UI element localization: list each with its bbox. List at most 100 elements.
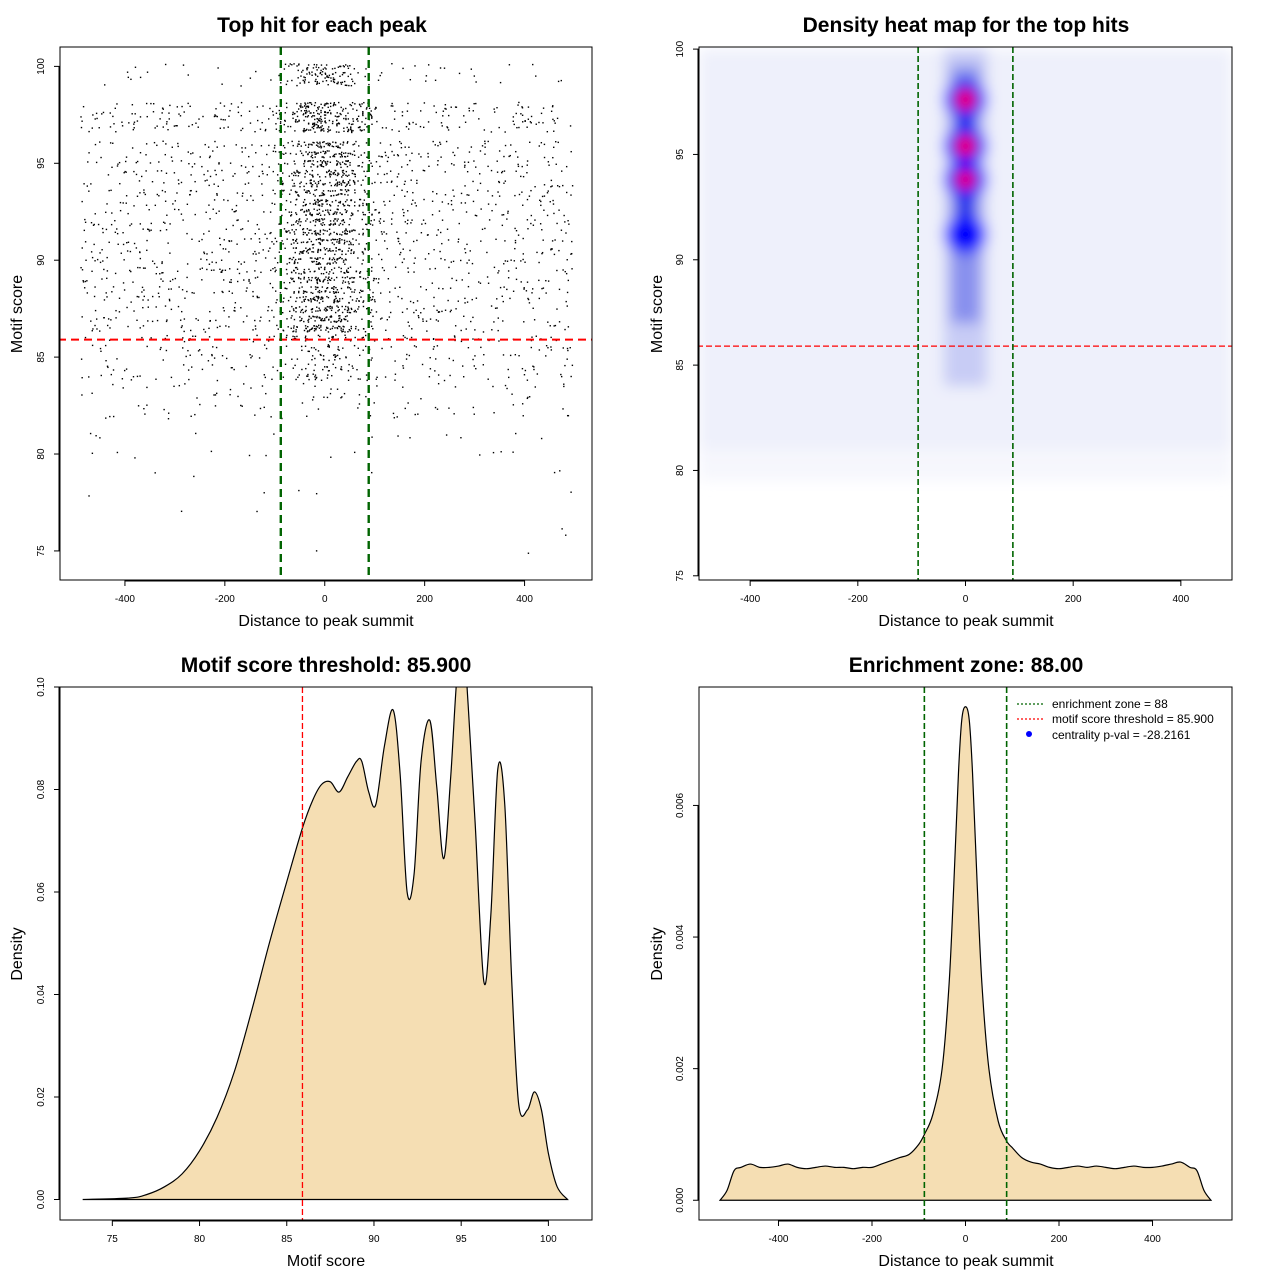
- scatter-point: [177, 142, 179, 145]
- scatter-point: [528, 302, 531, 304]
- scatter-point: [221, 355, 224, 357]
- scatter-point: [250, 356, 252, 359]
- scatter-point: [317, 257, 319, 259]
- scatter-point: [365, 203, 368, 205]
- scatter-point: [315, 327, 317, 330]
- scatter-point: [316, 184, 318, 186]
- scatter-point: [304, 172, 307, 175]
- scatter-point: [182, 219, 184, 221]
- scatter-point: [357, 72, 359, 74]
- scatter-point: [278, 74, 280, 77]
- scatter-point: [179, 115, 182, 117]
- scatter-point: [88, 190, 90, 192]
- score-density-title: Motif score threshold: 85.900: [181, 654, 472, 677]
- scatter-point: [342, 330, 344, 332]
- scatter-point: [259, 241, 261, 243]
- scatter-point: [551, 248, 553, 250]
- scatter-point: [327, 190, 330, 192]
- scatter-point: [420, 398, 422, 400]
- scatter-point: [273, 203, 276, 205]
- scatter-point: [343, 292, 345, 294]
- scatter-point: [545, 355, 547, 357]
- scatter-point: [283, 68, 286, 70]
- scatter-point: [233, 306, 236, 309]
- scatter-point: [550, 110, 553, 112]
- scatter-point: [146, 386, 148, 389]
- scatter-point: [295, 272, 297, 274]
- scatter-point: [455, 308, 457, 310]
- scatter-point: [536, 251, 538, 254]
- scatter-point: [499, 286, 502, 289]
- score-density-y-tick-label: 0.00: [36, 1189, 47, 1209]
- scatter-point: [293, 325, 295, 327]
- scatter-point: [294, 336, 296, 338]
- scatter-point: [361, 318, 363, 320]
- scatter-point: [315, 310, 317, 312]
- scatter-point: [84, 336, 87, 339]
- scatter-point: [329, 176, 331, 178]
- scatter-point: [321, 240, 324, 242]
- scatter-point: [330, 388, 332, 390]
- scatter-point: [332, 120, 334, 123]
- scatter-point: [340, 182, 342, 185]
- scatter-point: [332, 155, 334, 158]
- scatter-point: [431, 214, 434, 216]
- scatter-point: [322, 222, 324, 224]
- scatter-point: [346, 160, 348, 162]
- scatter-point: [147, 320, 149, 322]
- scatter-point: [279, 122, 282, 125]
- scatter-point: [297, 276, 300, 279]
- scatter-point: [343, 130, 345, 133]
- scatter-point: [164, 200, 167, 202]
- scatter-point: [341, 239, 343, 241]
- scatter-point: [191, 291, 193, 294]
- scatter-point: [91, 452, 94, 455]
- scatter-point: [404, 180, 406, 183]
- scatter-point: [320, 199, 322, 202]
- heatmap-hotspot-core: [955, 136, 976, 157]
- scatter-point: [290, 271, 293, 274]
- scatter-point: [323, 366, 326, 368]
- scatter-point: [322, 156, 324, 158]
- scatter-point: [341, 110, 344, 112]
- scatter-point: [345, 163, 347, 166]
- scatter-point: [241, 195, 244, 197]
- scatter-point: [146, 249, 148, 252]
- scatter-point: [250, 195, 252, 197]
- scatter-point: [300, 273, 303, 275]
- scatter-point: [504, 384, 507, 387]
- scatter-point: [254, 328, 257, 330]
- scatter-point: [326, 247, 328, 250]
- scatter-point: [325, 308, 328, 311]
- distance-density-y-tick-label: 0.006: [675, 792, 686, 817]
- scatter-point: [303, 268, 306, 271]
- scatter-point: [265, 392, 267, 395]
- scatter-point: [252, 329, 254, 331]
- scatter-point: [101, 249, 103, 251]
- scatter-point: [346, 84, 348, 87]
- scatter-point: [351, 230, 353, 232]
- scatter-point: [378, 212, 380, 214]
- scatter-point: [89, 432, 92, 435]
- scatter-point: [244, 147, 247, 149]
- scatter-point: [447, 203, 450, 205]
- scatter-point: [343, 66, 345, 68]
- scatter-point: [179, 319, 182, 321]
- scatter-point: [332, 363, 334, 365]
- heatmap-hotspot-core: [955, 171, 976, 189]
- score-density-y-tick-label: 0.08: [36, 779, 47, 799]
- scatter-point: [321, 71, 324, 73]
- scatter-point: [506, 260, 509, 262]
- scatter-point: [307, 160, 309, 163]
- scatter-point: [94, 260, 96, 262]
- scatter-point: [555, 163, 557, 165]
- scatter-point: [80, 126, 83, 129]
- scatter-point: [365, 345, 367, 348]
- scatter-point: [402, 248, 404, 250]
- scatter-point: [341, 231, 344, 233]
- scatter-point: [327, 296, 330, 299]
- scatter-point: [560, 375, 563, 378]
- scatter-point: [246, 172, 248, 174]
- scatter-point: [320, 266, 322, 269]
